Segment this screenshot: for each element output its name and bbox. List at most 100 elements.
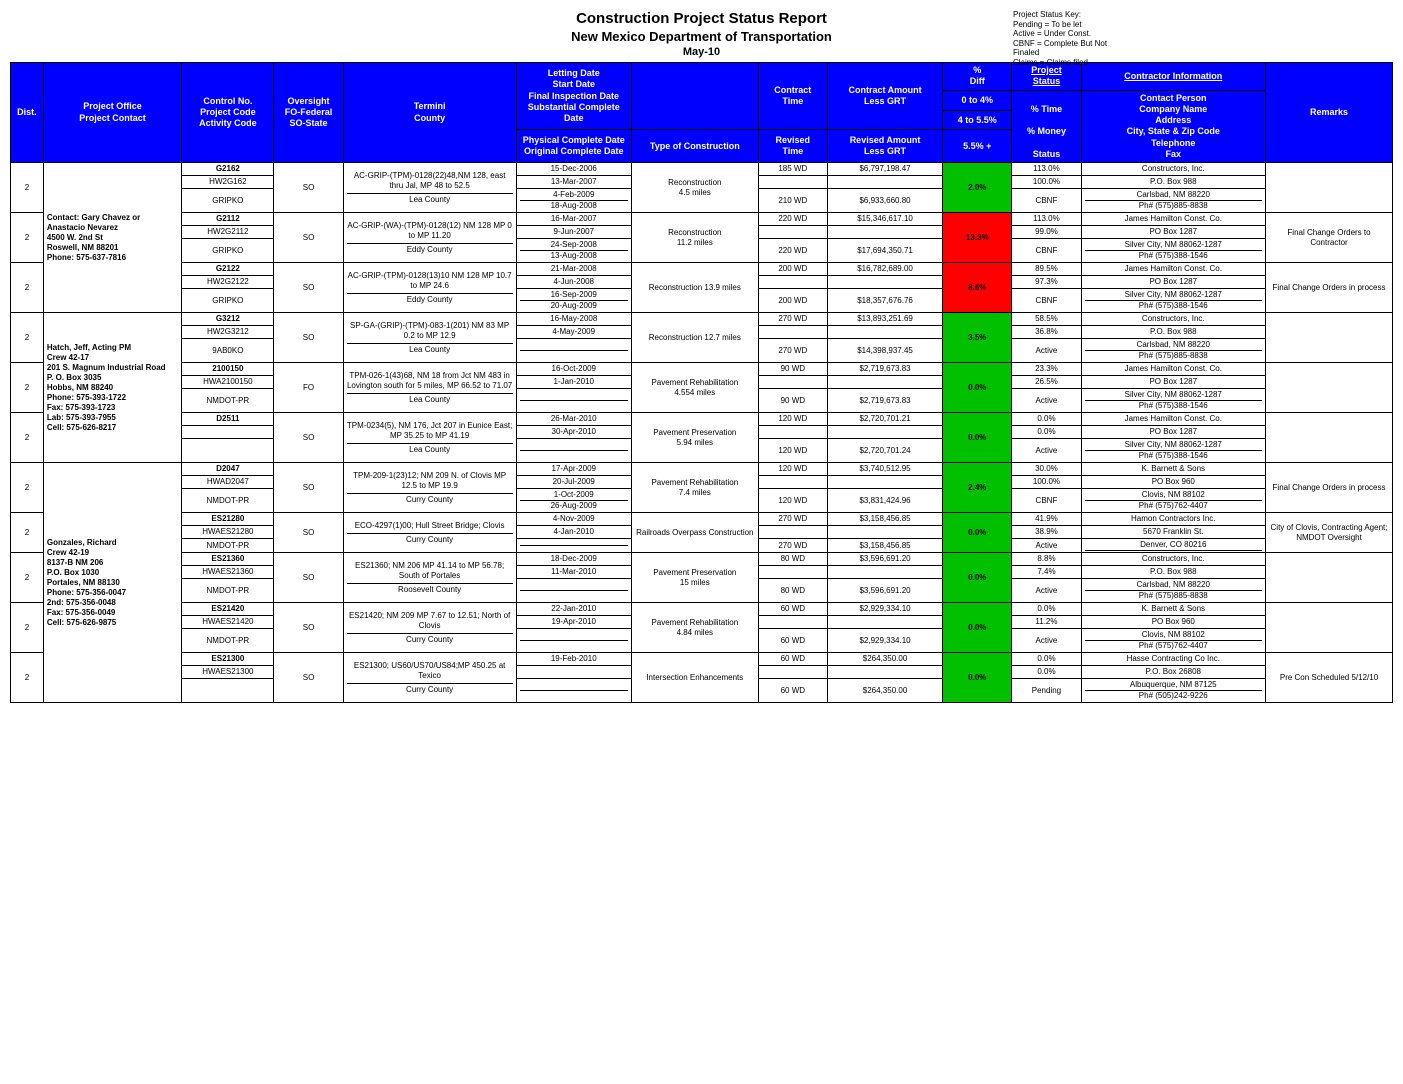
cell: $6,933,660.80 [827,189,942,213]
status-key-block: Project Status Key: Pending = To be let … [1013,10,1133,68]
cell: 23.3% [1012,363,1081,376]
cell: 2 [11,263,44,313]
cell: 60 WD [758,603,827,616]
cell: SO [274,603,343,653]
cell: NMDOT-PR [182,539,274,553]
termini-cell: AC-GRIP-(TPM)-0128(13)10 NM 128 MP 10.7 … [343,263,516,313]
cell: $14,398,937.45 [827,339,942,363]
cell: ES21420 [182,603,274,616]
cell: 18-Dec-2009 [516,553,631,566]
cell: 220 WD [758,239,827,263]
table-row: 22100150FOTPM-026-1(43)68, NM 18 from Jc… [11,363,1393,376]
cell: $2,929,334.10 [827,629,942,653]
cell: 120 WD [758,439,827,463]
cell [827,666,942,679]
cell: 60 WD [758,629,827,653]
cell: 89.5% [1012,263,1081,276]
cell: GRIPKO [182,189,274,213]
cell: P.O. Box 988 [1081,566,1265,579]
cell: $16,782,689.00 [827,263,942,276]
cell: 16-Mar-2007 [516,213,631,226]
col-diff: % Diff [943,63,1012,91]
col-type: Type of Construction [631,130,758,163]
cell: Contact: Gary Chavez or Anastacio Nevare… [43,163,181,313]
cell: 26-Mar-2010 [516,413,631,426]
cell: 13-Mar-2007 [516,176,631,189]
contractor-info-link[interactable]: Contractor Information [1124,71,1222,81]
cell: $3,831,424.96 [827,489,942,513]
termini-cell: TPM-0234(5), NM 176, Jct 207 in Eunice E… [343,413,516,463]
date-cell: 4-Feb-200918-Aug-2008 [516,189,631,213]
cell [1266,553,1393,603]
table-body: 2Contact: Gary Chavez or Anastacio Nevar… [11,163,1393,703]
cell: Hasse Contracting Co Inc. [1081,653,1265,666]
table-row: 2Contact: Gary Chavez or Anastacio Nevar… [11,163,1393,176]
contractor-cell: Albuquerque, NM 87125Ph# (505)242-9226 [1081,679,1265,703]
cell: 0.0% [943,513,1012,553]
termini-cell: ES21360; NM 206 MP 41.14 to MP 56.78; So… [343,553,516,603]
col-ctrl: Control No. Project Code Activity Code [182,63,274,163]
cell: 2.4% [943,463,1012,513]
cell: Gonzales, Richard Crew 42-19 8137-B NM 2… [43,463,181,703]
cell [758,326,827,339]
cell: HWAES21360 [182,566,274,579]
cell: Reconstruction 11.2 miles [631,213,758,263]
date-cell [516,679,631,703]
cell: HWAES21420 [182,616,274,629]
cell: 2 [11,163,44,213]
cell: 3.5% [943,313,1012,363]
cell: 0.0% [943,363,1012,413]
cell [516,666,631,679]
cell: G2112 [182,213,274,226]
cell: 0.0% [943,413,1012,463]
table-row: 2ES21360SOES21360; NM 206 MP 41.14 to MP… [11,553,1393,566]
cell: SO [274,463,343,513]
table-row: 2ES21420SOES21420; NM 209 MP 7.67 to 12.… [11,603,1393,616]
cell: Active [1012,339,1081,363]
status-key-line: Pending = To be let [1013,20,1133,30]
col-contractor: Contact Person Company Name Address City… [1081,90,1265,163]
cell: 9AB0KO [182,339,274,363]
cell: 36.8% [1012,326,1081,339]
cell: PO Box 1287 [1081,376,1265,389]
legend-55-plus: 5.5% + [943,130,1012,163]
cell: SO [274,263,343,313]
cell: 2.0% [943,163,1012,213]
contractor-cell: Denver, CO 80216 [1081,539,1265,553]
cell: PO Box 1287 [1081,276,1265,289]
contractor-cell: Carlsbad, NM 88220Ph# (575)885-8838 [1081,339,1265,363]
cell: $2,929,334.10 [827,603,942,616]
cell: 11.2% [1012,616,1081,629]
cell: 2 [11,513,44,553]
cell: 2 [11,653,44,703]
cell: $3,158,456.85 [827,513,942,526]
cell: Pavement Rehabilitation 4.554 miles [631,363,758,413]
cell: SO [274,413,343,463]
col-dates-top: Letting Date Start Date Final Inspection… [516,63,631,130]
cell: Active [1012,539,1081,553]
cell: 38.9% [1012,526,1081,539]
cell: 0.0% [943,653,1012,703]
cell: City of Clovis, Contracting Agent; NMDOT… [1266,513,1393,553]
contractor-cell: Clovis, NM 88102Ph# (575)762-4407 [1081,489,1265,513]
cell: 120 WD [758,463,827,476]
cell: $13,893,251.69 [827,313,942,326]
status-key-title: Project Status Key: [1013,10,1133,20]
cell: 200 WD [758,263,827,276]
cell: G3212 [182,313,274,326]
contractor-cell: Clovis, NM 88102Ph# (575)762-4407 [1081,629,1265,653]
cell [827,526,942,539]
cell: 60 WD [758,679,827,703]
cell: 0.0% [1012,603,1081,616]
cell: 17-Apr-2009 [516,463,631,476]
cell: NMDOT-PR [182,489,274,513]
cell: Pre Con Scheduled 5/12/10 [1266,653,1393,703]
cell: Constructors, Inc. [1081,553,1265,566]
col-remarks: Remarks [1266,63,1393,163]
termini-cell: TPM-209-1(23)12; NM 209 N. of Clovis MP … [343,463,516,513]
project-status-link[interactable]: Project Status [1031,65,1062,86]
cell: 80 WD [758,579,827,603]
cell: ES21280 [182,513,274,526]
date-cell: 16-Sep-200920-Aug-2009 [516,289,631,313]
cell: Pavement Rehabilitation 7.4 miles [631,463,758,513]
